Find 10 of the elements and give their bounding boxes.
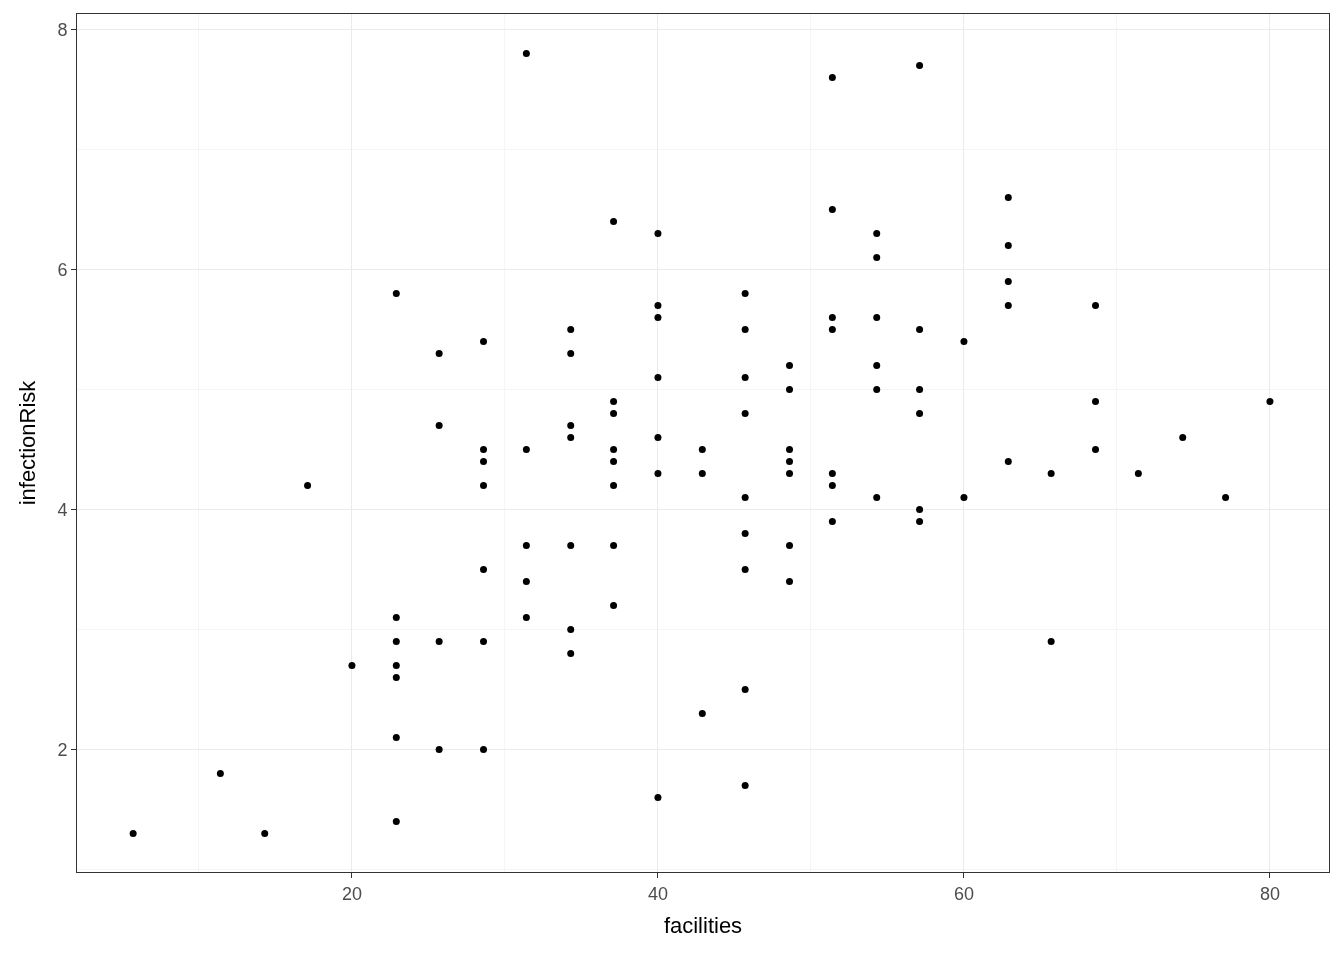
y-tick-label: 4 <box>57 499 68 520</box>
x-tick-label: 20 <box>341 883 362 904</box>
x-tick-label: 80 <box>1259 883 1280 904</box>
y-tick-label: 6 <box>57 259 68 280</box>
x-tick-label: 60 <box>953 883 974 904</box>
x-axis-title: facilities <box>663 913 743 939</box>
y-axis-title: infectionRisk <box>15 379 41 506</box>
y-tick-label: 8 <box>57 19 68 40</box>
x-tick-label: 40 <box>647 883 668 904</box>
y-tick-label: 2 <box>57 739 68 760</box>
